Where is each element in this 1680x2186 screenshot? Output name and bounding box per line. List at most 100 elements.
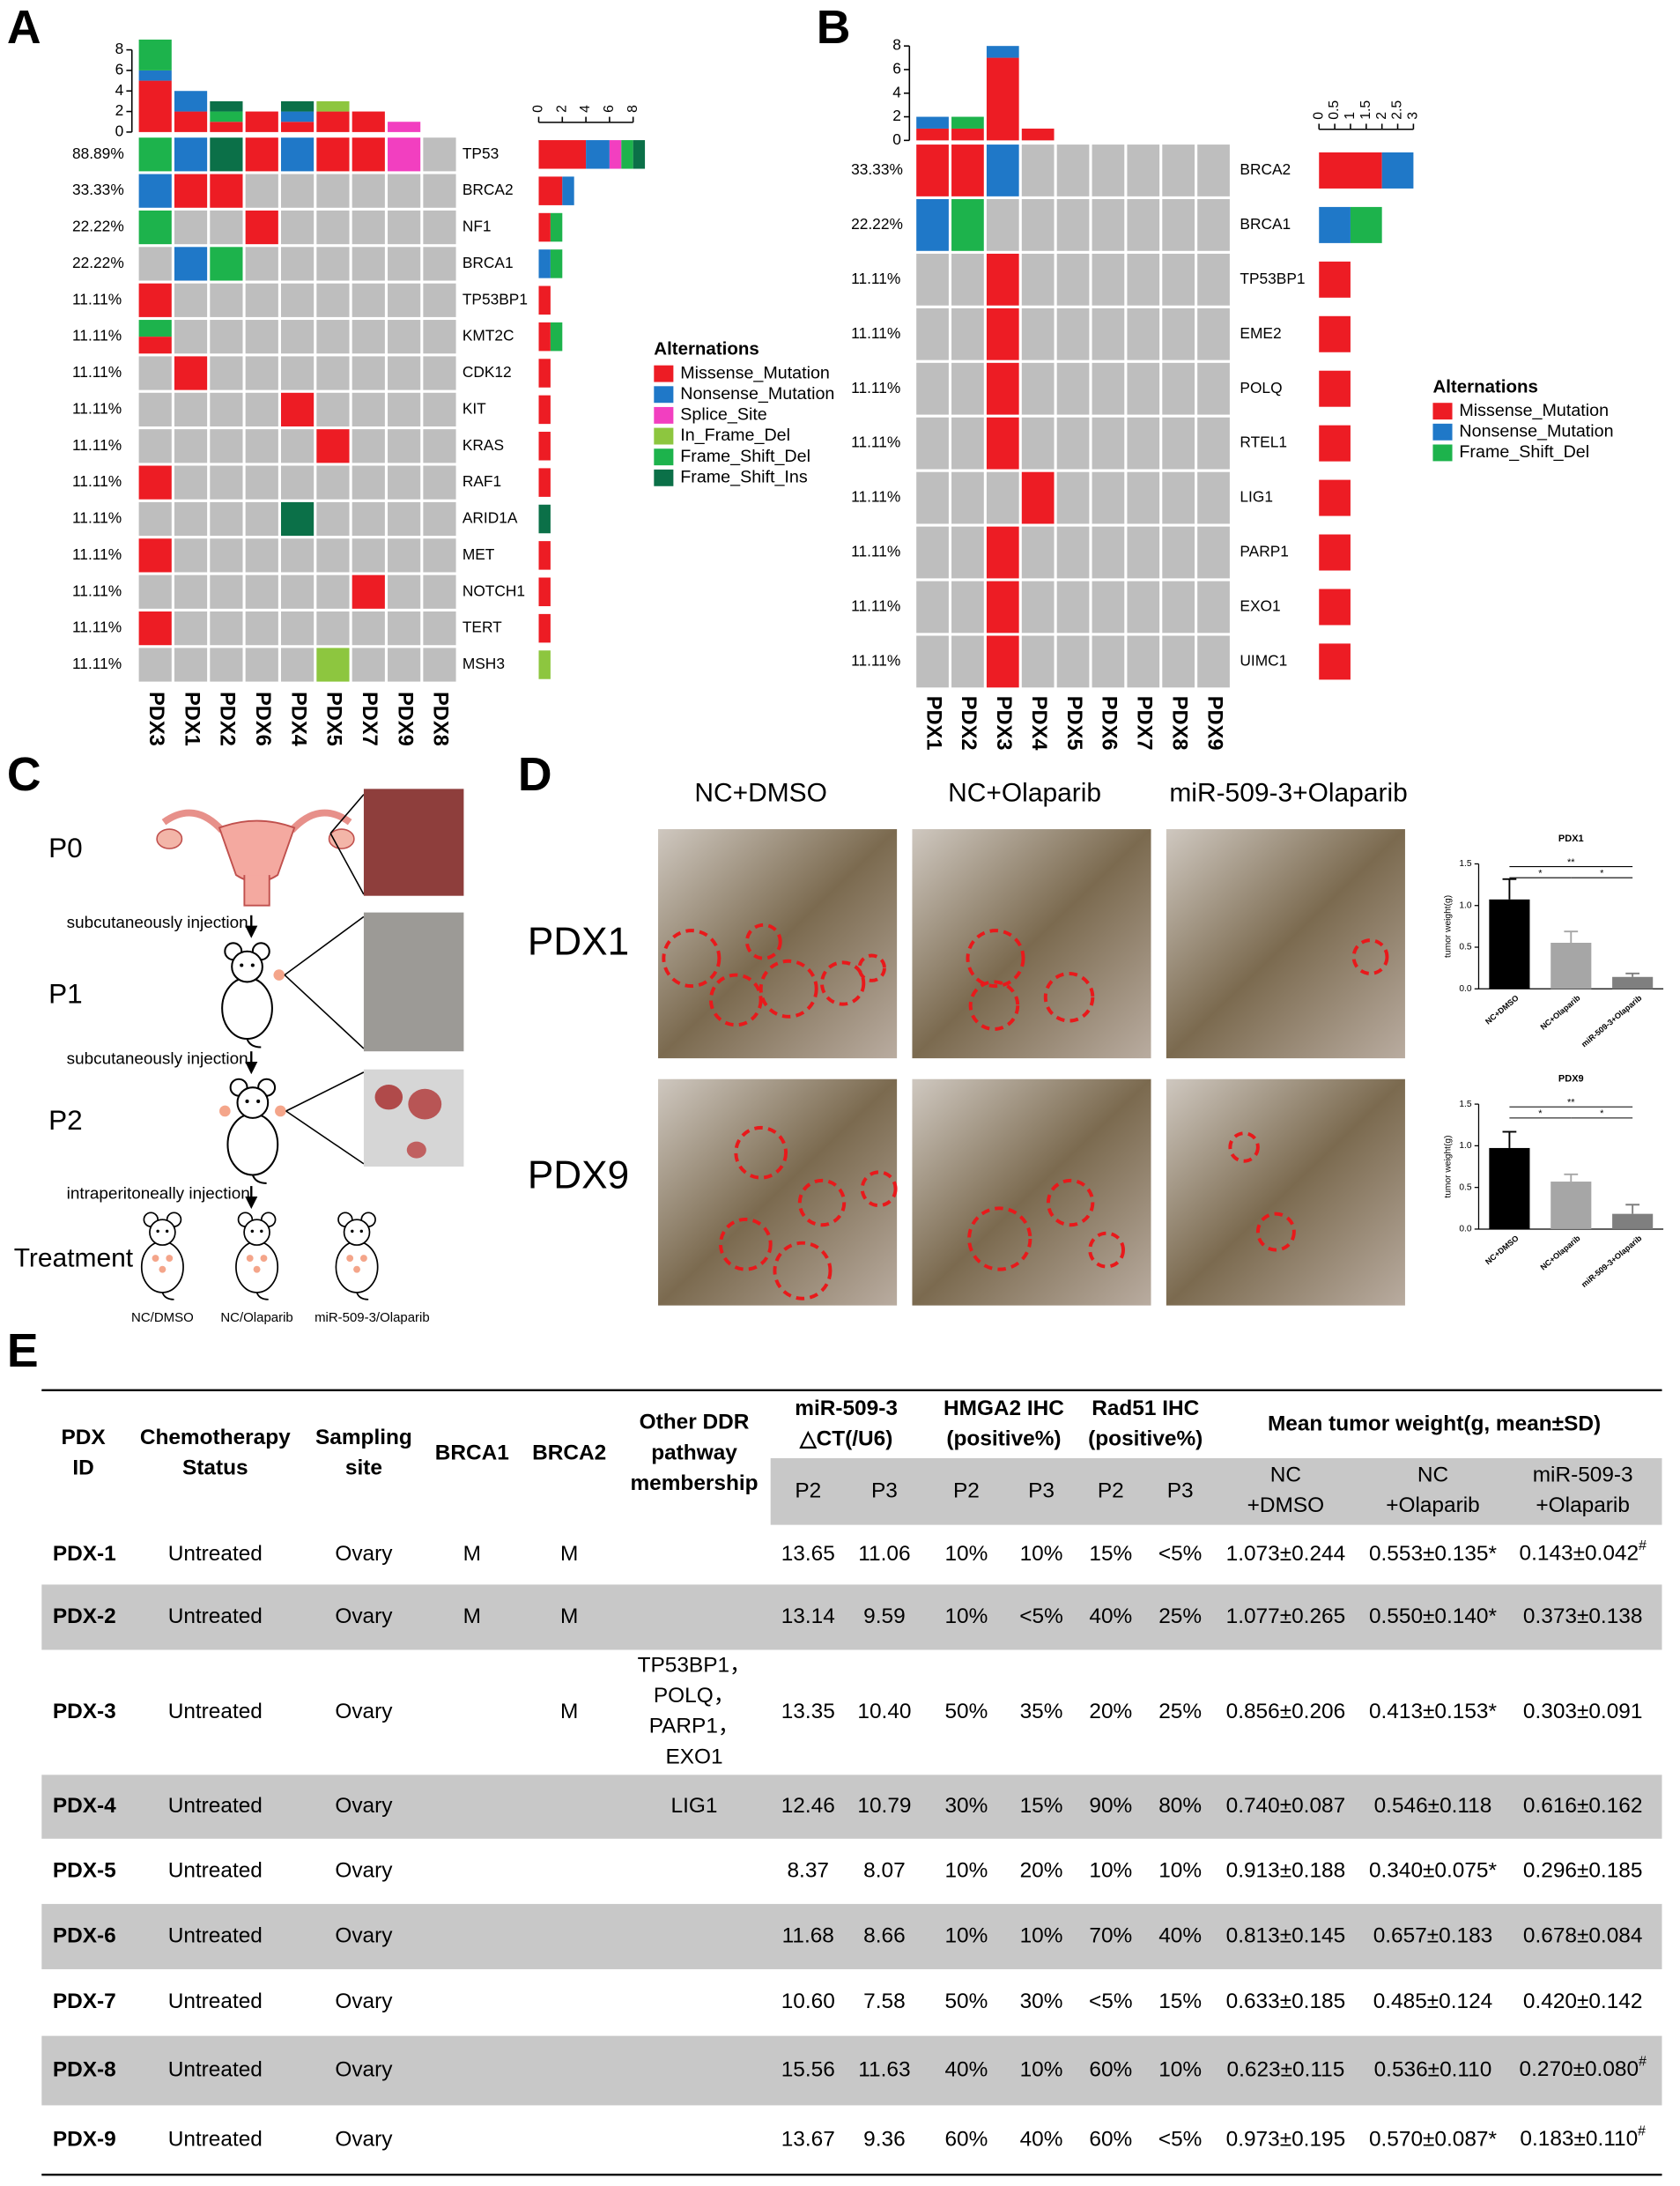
subcolumn-header: P2 [795, 1478, 821, 1502]
table-cell: 25% [1158, 1604, 1202, 1628]
empty-cell [316, 174, 350, 208]
table-cell: 15% [1020, 1794, 1063, 1818]
table-cell: 20% [1089, 1700, 1132, 1723]
chart-title: PDX1 [1558, 834, 1584, 844]
column-header: Chemotherapy Status [140, 1426, 291, 1480]
empty-cell [916, 471, 949, 524]
empty-cell [1162, 471, 1195, 524]
gene-label: BRCA1 [1240, 215, 1291, 233]
table-cell: 13.35 [781, 1700, 835, 1723]
empty-cell [388, 392, 421, 427]
empty-cell [1127, 253, 1160, 306]
table-cell: 25% [1158, 1700, 1202, 1723]
percentage-label: 88.89% [72, 144, 124, 162]
callout-line [285, 1071, 365, 1112]
subcolumn-header: P3 [871, 1478, 898, 1502]
empty-cell [352, 356, 385, 390]
table-cell: 40% [944, 2057, 988, 2081]
empty-cell [1127, 308, 1160, 360]
y-tick-label: 0.0 [1459, 1225, 1472, 1234]
empty-cell [1092, 417, 1125, 470]
table-cell: 10.79 [857, 1794, 911, 1818]
empty-cell [138, 648, 172, 682]
table-cell: 9.36 [863, 2127, 906, 2151]
empty-cell [1197, 581, 1230, 634]
row-bar-segment [538, 395, 551, 425]
mouse [140, 1212, 184, 1300]
percentage-label: 22.22% [72, 254, 124, 271]
subcolumn-header: miR-509-3 +Olaparib [1533, 1464, 1633, 1518]
row-bar-segment [538, 212, 551, 242]
photo [658, 829, 898, 1059]
y-tick-label: 8 [892, 36, 901, 54]
row-bar-segment [1319, 206, 1351, 243]
empty-cell [210, 320, 243, 354]
empty-cell [352, 538, 385, 573]
empty-cell [280, 611, 315, 646]
bar-segment [174, 111, 208, 132]
table-cell: 0.856±0.206 [1226, 1700, 1346, 1723]
empty-cell [1127, 362, 1160, 415]
y-tick-label: 0.5 [1459, 1182, 1472, 1192]
alteration-cell [174, 247, 208, 281]
empty-cell [316, 574, 350, 609]
alteration-cell [245, 210, 278, 245]
empty-cell [916, 362, 949, 415]
empty-cell [174, 501, 208, 537]
table-cell: 10% [1158, 1858, 1202, 1882]
table-cell: 13.65 [781, 1542, 835, 1566]
table-cell: Ovary [335, 1542, 393, 1566]
sample-label: PDX5 [1062, 696, 1085, 751]
table-cell: Untreated [168, 1923, 263, 1947]
empty-cell [1021, 144, 1055, 196]
empty-cell [1021, 308, 1055, 360]
bar-segment [986, 57, 1019, 141]
group-header: Rad51 IHC (positive%) [1088, 1397, 1203, 1451]
empty-cell [1162, 253, 1195, 306]
table-cell: Untreated [168, 1542, 263, 1566]
row-bar-segment [1319, 479, 1351, 516]
empty-cell [280, 174, 315, 208]
column-header: PDX ID [61, 1426, 106, 1480]
gene-label: BRCA2 [1240, 160, 1291, 178]
row-band [41, 1775, 1662, 1839]
alteration-cell [986, 581, 1019, 634]
alteration-cell [210, 174, 243, 208]
x-tick-label: 2.5 [1390, 100, 1405, 120]
empty-cell [174, 611, 208, 646]
empty-cell [1092, 199, 1125, 251]
empty-cell [916, 308, 949, 360]
empty-cell [210, 648, 243, 682]
empty-cell [388, 320, 421, 354]
table-cell: 12.46 [781, 1794, 835, 1818]
table-cell: Ovary [335, 1794, 393, 1818]
empty-cell [1162, 199, 1195, 251]
empty-cell [951, 635, 984, 688]
empty-cell [316, 538, 350, 573]
group-label: miR-509-3/Olaparib [315, 1310, 430, 1325]
column-header: BRCA1 [435, 1441, 509, 1465]
row-bar-segment [586, 140, 610, 169]
tumor-spots [152, 1255, 367, 1273]
bar-segment [986, 46, 1019, 58]
empty-cell [916, 253, 949, 306]
row-bar-segment [1319, 315, 1351, 352]
empty-cell [1056, 471, 1090, 524]
row-bar-segment [1319, 643, 1351, 680]
table-cell: LIG1 [671, 1794, 718, 1818]
empty-cell [423, 210, 456, 245]
empty-cell [174, 210, 208, 245]
alteration-cell [280, 392, 315, 427]
cell-text: 0.270±0.080 [1520, 2057, 1639, 2081]
empty-cell [1056, 144, 1090, 196]
empty-cell [916, 417, 949, 470]
bar-segment [210, 122, 243, 132]
table-cell: 70% [1089, 1923, 1132, 1947]
sample-label: PDX4 [1027, 696, 1050, 752]
empty-cell [1197, 362, 1230, 415]
row-bar-segment [1319, 152, 1382, 189]
table-cell: Untreated [168, 1604, 263, 1628]
empty-cell [138, 247, 172, 281]
group-label: NC/Olaparib [220, 1310, 292, 1325]
gene-label: BRCA2 [463, 181, 514, 198]
